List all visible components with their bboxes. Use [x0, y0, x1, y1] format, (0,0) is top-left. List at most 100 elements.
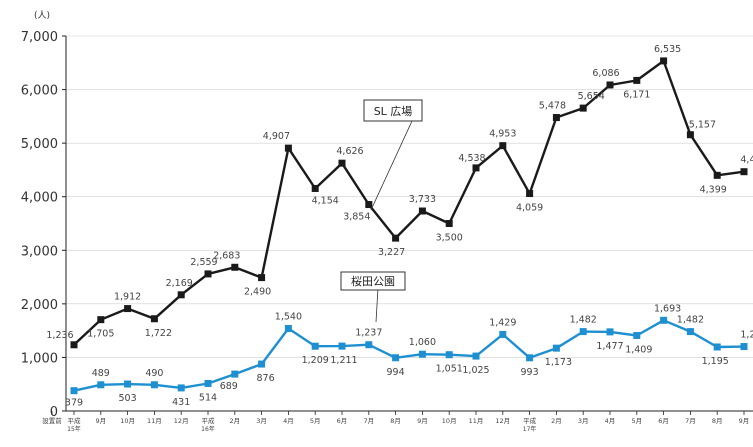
series-line: [73, 59, 745, 346]
data-label: 6,086: [592, 68, 619, 79]
data-point: [70, 341, 78, 349]
data-label: 2,490: [244, 287, 271, 298]
data-point: [284, 325, 292, 332]
y-axis-unit: (人): [34, 10, 50, 21]
data-point: [258, 274, 266, 282]
x-tick-label: 7月: [685, 417, 696, 425]
data-label: 431: [172, 397, 190, 408]
x-tick-label: 12月: [174, 417, 189, 425]
y-tick-labels: 0 1,000 2,000 3,000 4,000 5,000 6,000 7,000: [21, 30, 58, 420]
data-point: [445, 220, 453, 227]
data-point: [418, 207, 426, 215]
data-point: [177, 384, 185, 392]
x-tick-label: 4月: [605, 417, 616, 425]
data-point: [552, 114, 560, 122]
x-tick-label: 平成: [68, 416, 82, 425]
data-label: 4,538: [458, 153, 485, 164]
y-tick-label: 7,000: [21, 30, 58, 45]
data-label: 3,733: [409, 194, 436, 205]
x-tick-label: 7月: [363, 417, 374, 425]
data-point: [231, 370, 239, 378]
data-point: [338, 159, 346, 167]
data-point: [258, 360, 266, 368]
data-label: 490: [145, 368, 163, 379]
x-tick-label: 11月: [469, 417, 484, 425]
data-point: [579, 328, 587, 336]
x-tick-sublabel: 15年: [67, 425, 81, 433]
data-point: [124, 380, 132, 388]
data-label: 5,478: [539, 101, 566, 112]
data-label: 4,626: [336, 146, 363, 157]
data-label: 1,211: [330, 355, 357, 366]
data-point: [499, 330, 507, 338]
data-label: 994: [387, 367, 405, 378]
data-label: 3,854: [343, 212, 370, 223]
y-tick-label: 3,000: [21, 244, 58, 259]
data-point: [445, 351, 453, 359]
legend-sl-box: [363, 99, 423, 122]
data-point: [472, 352, 480, 360]
series-line: [73, 319, 745, 392]
data-point: [526, 354, 534, 362]
legend-sakurada-park: 桜田公園: [340, 271, 406, 323]
data-point: [150, 315, 158, 323]
data-point: [97, 316, 105, 324]
data-point: [740, 343, 748, 351]
x-tick-label: 6月: [658, 417, 669, 425]
data-label: 6,535: [654, 44, 681, 55]
legend-sl-leader: [370, 120, 413, 211]
legend-sakurada-label: 桜田公園: [351, 274, 395, 288]
data-label: 4,907: [263, 131, 290, 142]
y-tick-label: 4,000: [21, 191, 58, 206]
x-tick-label: 設置前: [42, 416, 62, 425]
data-label: 5,654: [578, 91, 605, 102]
data-label: 6,171: [623, 89, 650, 100]
data-label: 4,953: [489, 129, 516, 140]
x-tick-sublabel: 16年: [201, 425, 215, 433]
data-label: 2,559: [190, 257, 217, 268]
data-point: [177, 291, 185, 299]
data-point: [660, 57, 668, 65]
data-label: 1,236: [46, 330, 73, 341]
x-tick-label: 12月: [495, 417, 510, 425]
data-label: 1,025: [462, 365, 489, 376]
data-label: 1,051: [436, 364, 463, 375]
data-point: [418, 350, 426, 358]
data-label: 514: [199, 392, 217, 403]
data-point: [472, 164, 480, 172]
data-point: [579, 104, 587, 112]
data-label: 1,705: [87, 329, 114, 340]
data-label: 4,154: [312, 195, 339, 206]
data-point: [204, 270, 212, 278]
x-tick-label: 11月: [147, 417, 162, 425]
data-point: [338, 342, 346, 350]
gridlines: [62, 35, 753, 412]
data-point: [713, 171, 721, 179]
y-tick-label: 5,000: [21, 137, 58, 152]
x-tick-label: 9月: [95, 417, 106, 425]
data-label: 4,059: [516, 203, 543, 214]
data-point: [606, 81, 614, 89]
data-point: [660, 316, 668, 324]
data-label: 993: [521, 367, 539, 378]
legend-sl-plaza: SL 広場: [363, 99, 423, 211]
data-label: 3,500: [436, 233, 463, 244]
y-tick-label: 2,000: [21, 298, 58, 313]
data-label: 1,173: [545, 357, 572, 368]
x-tick-label: 8月: [390, 417, 401, 425]
data-label: 876: [257, 373, 275, 384]
x-tick-label: 9月: [739, 417, 750, 425]
x-tick-label: 5月: [631, 417, 642, 425]
data-label: 3,227: [378, 247, 405, 258]
data-label: 1,209: [302, 355, 329, 366]
data-point: [713, 343, 721, 351]
data-point: [740, 168, 748, 176]
data-label: 4,467: [740, 155, 753, 166]
data-label: 503: [119, 393, 137, 404]
data-point: [552, 344, 560, 352]
data-point: [365, 341, 373, 349]
x-tick-label: 6月: [337, 417, 348, 425]
data-label: 1,237: [355, 328, 382, 339]
data-point: [97, 381, 105, 389]
data-point: [70, 387, 78, 395]
